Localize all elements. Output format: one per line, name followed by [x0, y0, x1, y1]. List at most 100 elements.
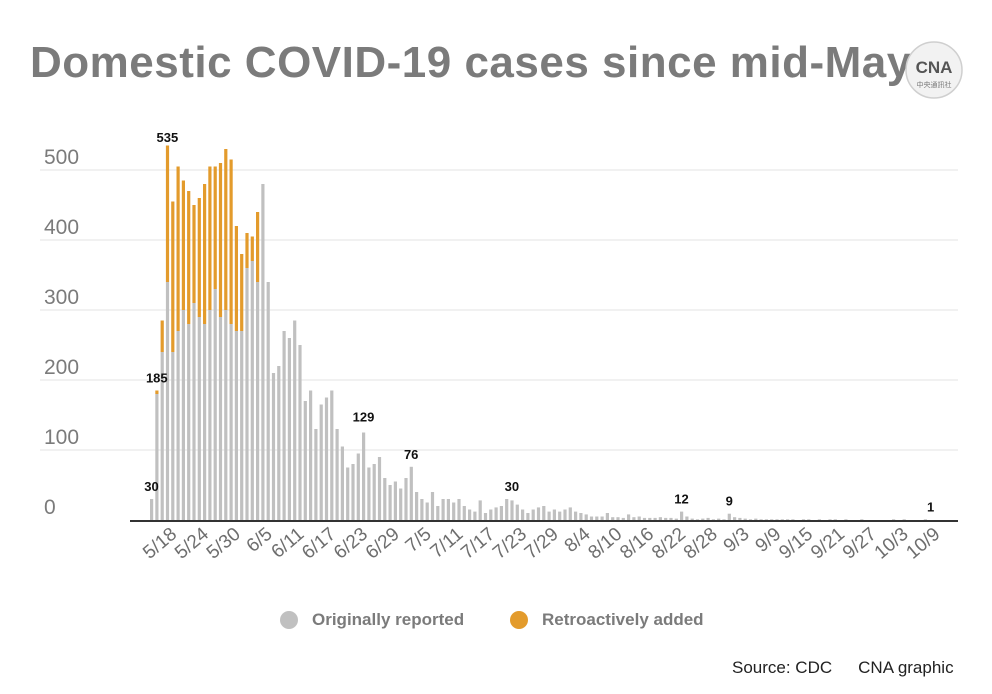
bar-original: [706, 517, 710, 520]
legend-label-original: Originally reported: [312, 610, 465, 629]
x-tick-label: 9/3: [720, 524, 754, 557]
y-axis-labels: 0 100 200 300 400 500: [44, 146, 79, 519]
bar-original: [780, 519, 784, 520]
bar-retroactive: [245, 233, 249, 268]
bar-original: [828, 519, 832, 520]
bar-original: [415, 492, 419, 520]
legend-dot-retroactive: [510, 611, 528, 629]
bar-retroactive: [171, 201, 175, 352]
bar-original: [351, 464, 355, 520]
bar-original: [722, 519, 726, 520]
bar-original: [404, 478, 408, 520]
bar-original: [383, 478, 387, 520]
data-label: 185: [146, 371, 168, 386]
bar-original: [648, 517, 652, 520]
bar-original: [717, 518, 721, 520]
bar-original: [309, 390, 313, 520]
data-label: 1: [927, 499, 934, 514]
bar-original: [489, 509, 493, 520]
bar-original: [160, 352, 164, 520]
bar-retroactive: [187, 191, 191, 324]
bar-original: [335, 429, 339, 520]
bar-original: [791, 519, 795, 520]
bar-original: [436, 506, 440, 520]
bar-original: [690, 518, 694, 520]
bar-original: [764, 519, 768, 520]
bars: [150, 145, 927, 520]
bar-original: [277, 366, 281, 520]
svg-text:CNA: CNA: [916, 58, 953, 77]
bar-original: [171, 352, 175, 520]
bar-retroactive: [218, 163, 223, 317]
bar-original: [303, 401, 307, 520]
bar-original: [669, 517, 673, 520]
bar-original: [754, 518, 758, 520]
bar-original: [441, 499, 445, 520]
bar-original: [642, 517, 647, 520]
bar-original: [711, 519, 715, 520]
bar-original: [181, 310, 185, 520]
bar-original: [388, 485, 392, 520]
credit-text: CNA graphic: [858, 658, 954, 677]
bar-original: [526, 513, 530, 520]
bar-original: [701, 518, 705, 520]
bar-original: [324, 397, 329, 520]
bar-original: [340, 446, 344, 520]
bar-original: [250, 261, 254, 520]
data-label: 12: [674, 492, 688, 507]
bar-original: [515, 504, 519, 520]
bar-original: [462, 506, 466, 520]
bar-original: [430, 492, 435, 520]
bar-original: [224, 310, 228, 520]
bar-original: [786, 519, 790, 520]
bar-original: [208, 310, 212, 520]
cna-logo: CNA 中央通訊社: [905, 41, 963, 99]
bar-original: [187, 324, 191, 520]
bar-original: [860, 519, 864, 520]
bar-original: [817, 519, 821, 520]
bar-original: [695, 519, 700, 520]
x-tick-label: 6/29: [362, 524, 404, 564]
bar-original: [420, 499, 424, 520]
bar-original: [356, 453, 360, 520]
bar-original: [165, 282, 170, 520]
bar-original: [589, 516, 594, 520]
y-tick-label: 200: [44, 356, 79, 379]
bar-retroactive: [213, 166, 217, 289]
bar-original: [298, 345, 302, 520]
x-tick-label: 10/9: [902, 524, 944, 564]
bar-original: [923, 519, 927, 520]
data-label: 30: [144, 479, 158, 494]
bar-original: [346, 467, 350, 520]
bar-original: [574, 511, 578, 520]
data-label: 76: [404, 447, 418, 462]
x-axis-labels: 5/185/245/306/56/116/176/236/297/57/117/…: [139, 523, 944, 563]
bar-original: [658, 517, 662, 520]
bar-original: [293, 320, 297, 520]
bar-original: [542, 506, 546, 520]
bar-retroactive: [165, 145, 170, 282]
bar-original: [176, 331, 180, 520]
bar-original: [664, 517, 668, 520]
bar-original: [229, 324, 233, 520]
bar-original: [234, 331, 238, 520]
bar-original: [452, 502, 456, 520]
bar-original: [197, 317, 201, 520]
bar-original: [473, 511, 477, 520]
bar-original: [213, 289, 217, 520]
bar-original: [282, 331, 286, 520]
bar-original: [409, 466, 413, 520]
data-label: 129: [353, 410, 375, 425]
bar-original: [833, 519, 837, 520]
bar-original: [759, 519, 763, 520]
bar-original: [738, 517, 742, 520]
bar-retroactive: [224, 149, 228, 310]
bar-original: [616, 517, 620, 520]
bar-original: [674, 518, 678, 520]
footer: Source: CDC CNA graphic: [732, 658, 954, 678]
y-tick-label: 0: [44, 496, 56, 519]
bar-original: [547, 511, 551, 520]
bar-original: [552, 509, 556, 520]
data-label: 535: [157, 130, 179, 145]
bar-original: [314, 429, 318, 520]
